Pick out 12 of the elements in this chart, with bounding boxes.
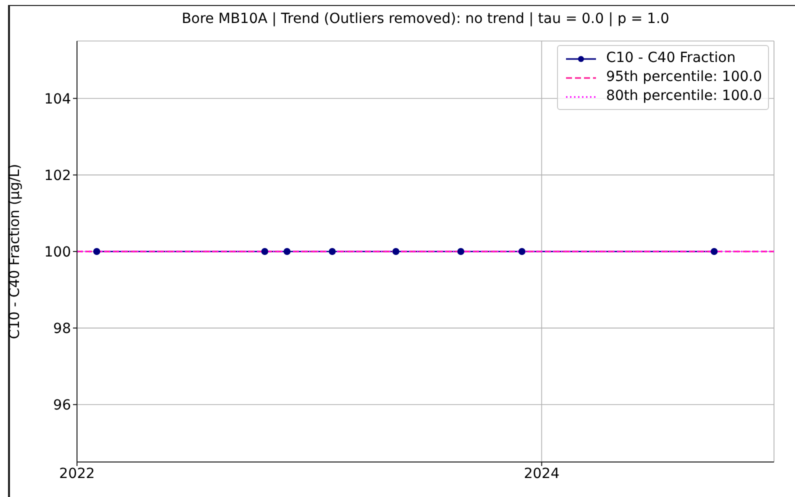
chart-title: Bore MB10A | Trend (Outliers removed): no trend | tau = 0.0 | p = 1.0 [180, 11, 670, 27]
legend-label: C10 - C40 Fraction [606, 49, 736, 68]
y-tick-label: 96 [53, 398, 72, 414]
x-tick-label: 2024 [524, 466, 560, 482]
x-tick-label: 2022 [59, 466, 95, 482]
y-tick-label: 100 [44, 244, 71, 260]
y-tick-label: 98 [53, 321, 71, 338]
y-tick-label: 102 [44, 168, 71, 184]
y-tick-label: 104 [44, 91, 72, 108]
y-axis-title: C10 - C40 Fraction (μg/L) [6, 164, 23, 340]
legend-label: 80th percentile: 100.0 [606, 87, 762, 106]
legend-label: 95th percentile: 100.0 [606, 68, 762, 87]
